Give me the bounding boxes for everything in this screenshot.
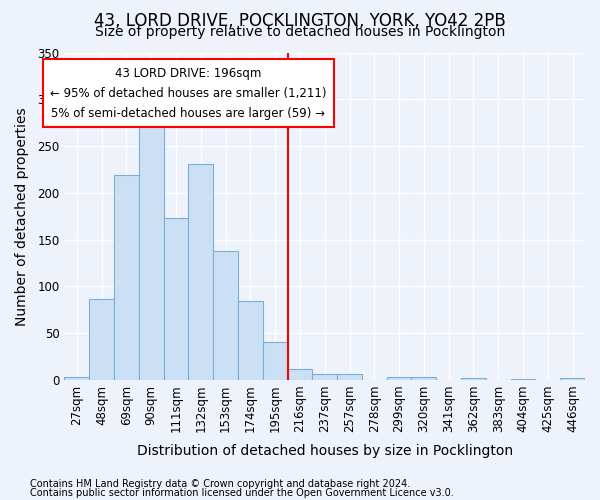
Bar	[287, 368, 313, 380]
Bar	[64, 377, 89, 380]
Bar	[386, 377, 412, 380]
Bar	[164, 218, 188, 380]
Text: Contains HM Land Registry data © Crown copyright and database right 2024.: Contains HM Land Registry data © Crown c…	[30, 479, 410, 489]
Bar	[560, 378, 585, 380]
Bar	[263, 342, 287, 380]
Bar	[213, 251, 238, 380]
Bar	[188, 164, 213, 380]
Y-axis label: Number of detached properties: Number of detached properties	[15, 107, 29, 326]
Bar	[114, 175, 139, 380]
Text: Size of property relative to detached houses in Pocklington: Size of property relative to detached ho…	[95, 25, 505, 39]
Bar	[313, 374, 337, 380]
Bar	[511, 379, 535, 380]
Bar	[337, 374, 362, 380]
Text: 43, LORD DRIVE, POCKLINGTON, YORK, YO42 2PB: 43, LORD DRIVE, POCKLINGTON, YORK, YO42 …	[94, 12, 506, 30]
Text: Contains public sector information licensed under the Open Government Licence v3: Contains public sector information licen…	[30, 488, 454, 498]
X-axis label: Distribution of detached houses by size in Pocklington: Distribution of detached houses by size …	[137, 444, 513, 458]
Bar	[238, 302, 263, 380]
Bar	[461, 378, 486, 380]
Text: 43 LORD DRIVE: 196sqm
← 95% of detached houses are smaller (1,211)
5% of semi-de: 43 LORD DRIVE: 196sqm ← 95% of detached …	[50, 66, 326, 120]
Bar	[139, 114, 164, 380]
Bar	[89, 300, 114, 380]
Bar	[412, 377, 436, 380]
